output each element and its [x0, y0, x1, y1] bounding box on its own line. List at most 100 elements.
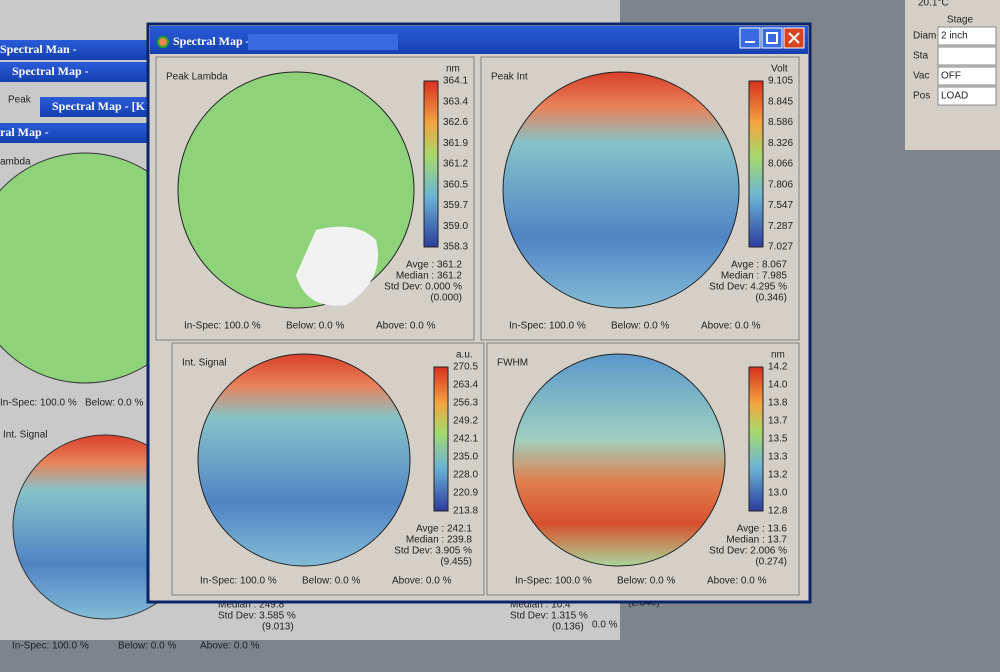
stat: Std Dev: 3.585 % — [218, 611, 296, 622]
map-panel: Int. Signal a.u.270.5 263.4 256.3 249.2 242.1… — [171, 342, 485, 596]
temperature: 20.1°C — [918, 0, 949, 9]
window-title: ral Map - — [0, 125, 49, 139]
panel-title: Peak Int — [491, 72, 528, 83]
stat: Std Dev: 1.315 % — [510, 611, 588, 622]
scale-label: 12.8 — [768, 506, 788, 517]
scale-label: 361.2 — [443, 159, 468, 170]
footer: Above: 0.0 % — [707, 576, 767, 587]
color-bar — [748, 80, 764, 248]
scale-label: 7.806 — [768, 179, 793, 190]
minimize-button[interactable] — [739, 27, 761, 49]
scale-label: 14.0 — [768, 380, 788, 391]
stat: Median : 361.2 — [396, 271, 463, 282]
footer: Below: 0.0 % — [611, 321, 669, 332]
stat: Median : 249.8 — [218, 600, 285, 611]
title-bar — [40, 97, 160, 117]
footer: In-Spec: 100.0 % — [12, 641, 89, 652]
stat: Median : 7.985 — [721, 271, 788, 282]
scale-label: 220.9 — [453, 488, 478, 499]
window-title: Spectral Man - — [0, 42, 77, 56]
wafer-map — [502, 71, 740, 309]
color-bar — [748, 366, 764, 512]
footer: In-Spec: 100.0 % — [184, 321, 261, 332]
maximize-button[interactable] — [761, 27, 783, 49]
field-label: Diam — [913, 31, 936, 42]
title-bar — [0, 123, 160, 143]
stat: Avge : 13.6 — [737, 524, 788, 535]
footer: Above: 0.0 % — [376, 321, 436, 332]
panel-title: Peak Lambda — [166, 72, 228, 83]
tab: Peak — [8, 95, 32, 106]
unit: nm — [771, 350, 785, 361]
field-label: Pos — [913, 91, 930, 102]
scale-label: 8.586 — [768, 117, 793, 128]
footer: In-Spec: 100.0 % — [200, 576, 277, 587]
unit: nm — [446, 64, 460, 75]
scale-label: 358.3 — [443, 242, 468, 253]
stage-fields: Diam 2 inch Sta Vac OFF Pos LOAD — [913, 26, 997, 106]
scale-label: 13.2 — [768, 470, 788, 481]
stat: Avge : 361.2 — [406, 260, 462, 271]
scale-label: 213.8 — [453, 506, 478, 517]
stat: (9.013) — [262, 622, 294, 633]
footer: Below: 0.0 % — [85, 398, 143, 409]
stat: Std Dev: 3.905 % — [394, 546, 472, 557]
field-box — [937, 86, 997, 106]
stat: (0.136) — [552, 622, 584, 633]
wafer-map — [197, 353, 411, 567]
window-title: Spectral Map - — [173, 34, 250, 48]
panel-title: Int. Signal — [182, 358, 226, 369]
window-controls — [745, 32, 800, 44]
window-title: Spectral Map - — [12, 64, 89, 78]
title-bar — [0, 62, 160, 82]
scale-label: 249.2 — [453, 416, 478, 427]
footer: In-Spec: 100.0 % — [0, 398, 77, 409]
stage-title: Stage — [947, 15, 974, 26]
unit: a.u. — [456, 350, 473, 361]
field-value: 2 inch — [941, 31, 968, 42]
scale-label: 8.066 — [768, 159, 793, 170]
stat: Std Dev: 2.006 % — [709, 546, 787, 557]
stat: (0.000) — [430, 293, 462, 304]
scale-label: 13.3 — [768, 452, 788, 463]
scale-label: 361.9 — [443, 138, 468, 149]
scale-label: 8.845 — [768, 96, 793, 107]
wafer-map — [177, 71, 415, 309]
scale-label: 242.1 — [453, 434, 478, 445]
color-bar — [433, 366, 449, 512]
scale-label: 13.7 — [768, 416, 788, 427]
unit: Volt — [771, 64, 788, 75]
scale-label: 7.547 — [768, 200, 793, 211]
field-box — [937, 26, 997, 46]
stat: Std Dev: 0.000 % — [384, 282, 462, 293]
scale-label: 13.8 — [768, 398, 788, 409]
field-label: Vac — [913, 71, 930, 82]
stat: Avge : 242.1 — [416, 524, 472, 535]
scale-label: 360.5 — [443, 179, 468, 190]
stat: Avge : 8.067 — [731, 260, 787, 271]
scale-label: 263.4 — [453, 380, 478, 391]
scale-label: 359.0 — [443, 221, 468, 232]
footer: Below: 0.0 % — [286, 321, 344, 332]
stat: Std Dev: 4.295 % — [709, 282, 787, 293]
scale-label: 14.2 — [768, 362, 788, 373]
scale-label: 359.7 — [443, 200, 468, 211]
field-value: LOAD — [941, 91, 968, 102]
redacted — [248, 34, 398, 50]
scale-label: 7.287 — [768, 221, 793, 232]
scale-label: 235.0 — [453, 452, 478, 463]
scale-label: 8.326 — [768, 138, 793, 149]
stat: (0.346) — [755, 293, 787, 304]
scale-label: 270.5 — [453, 362, 478, 373]
footer: Above: 0.0 % — [392, 576, 452, 587]
stat: (9.455) — [440, 557, 472, 568]
scale-label: 256.3 — [453, 398, 478, 409]
footer: Below: 0.0 % — [617, 576, 675, 587]
panel-title: ambda — [0, 157, 31, 168]
footer: Above: 0.0 % — [200, 641, 260, 652]
app-icon — [157, 36, 169, 48]
field-label: Sta — [913, 51, 928, 62]
